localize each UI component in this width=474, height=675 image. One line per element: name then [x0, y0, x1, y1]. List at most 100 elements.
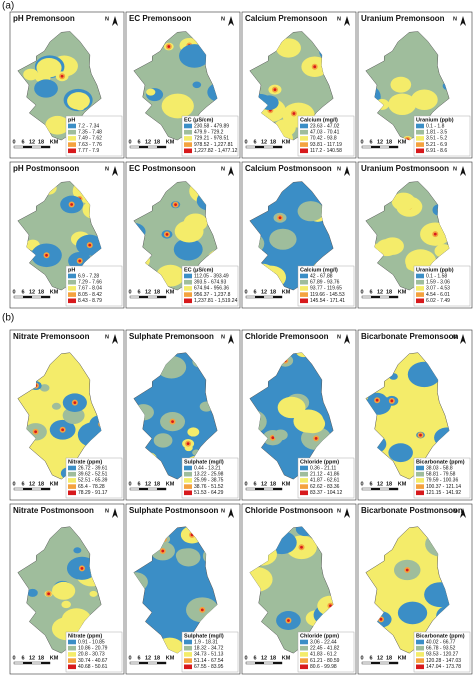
scale-bar	[389, 146, 398, 148]
legend-label: 26.72 - 39.61	[78, 465, 108, 471]
zone	[249, 567, 273, 592]
scale-label: KM	[398, 481, 407, 487]
panel-title: Calcium Premonsoon	[245, 14, 327, 23]
map-panel: Nitrate Premonsoon N Nitrate (ppm)26.72 - …	[9, 329, 125, 501]
scale-label: KM	[282, 481, 291, 487]
legend-label: 41.83 - 61.2	[310, 652, 337, 658]
hotspot	[61, 428, 65, 432]
scale-label: KM	[50, 139, 59, 145]
legend-swatch	[416, 142, 424, 147]
legend-swatch	[68, 279, 76, 285]
legend-label: 978.52 - 1,227.81	[194, 142, 233, 148]
scale-bar	[139, 296, 148, 298]
legend-swatch	[300, 273, 308, 279]
north-arrow	[460, 16, 466, 26]
legend-label: 34.73 - 51.13	[194, 652, 224, 658]
legend-label: 39.62 - 52.51	[78, 472, 108, 478]
scale-label: 6	[253, 655, 256, 661]
legend-swatch	[416, 664, 424, 670]
map-panel: Calcium Premonsoon N Calcium (mg/l)23.63 -…	[241, 11, 357, 159]
legend-swatch	[184, 658, 192, 663]
zone	[89, 590, 98, 597]
north-label: N	[453, 16, 457, 22]
panel-title: Nitrate Premonsoon	[13, 332, 90, 341]
scale-label: 0	[12, 481, 15, 487]
legend-label: 78.29 - 91.17	[78, 490, 108, 496]
scale-label: KM	[398, 655, 407, 661]
legend-label: 93.53 - 120.27	[426, 652, 458, 658]
legend-swatch	[300, 279, 308, 285]
legend-title: Nitrate (ppm)	[68, 459, 102, 465]
north-label: N	[337, 16, 341, 22]
zone	[27, 588, 38, 597]
scale-label: KM	[50, 481, 59, 487]
scale-label: 6	[253, 139, 256, 145]
legend-swatch	[68, 129, 76, 135]
scale-bar	[139, 146, 148, 148]
map-panel: EC Postmonsoon N EC (μS/cm)112.05 - 393.49…	[125, 161, 241, 309]
scale-bar	[157, 296, 166, 298]
legend-title: Uranium (ppb)	[416, 267, 454, 273]
hotspot	[292, 112, 296, 115]
scale-label: KM	[398, 139, 407, 145]
panel-title: Chloride Premonsoon	[245, 332, 329, 341]
legend-swatch	[300, 142, 308, 147]
legend-title: Bicarbonate (ppm)	[416, 633, 465, 639]
legend-swatch	[184, 129, 192, 135]
hotspot	[390, 399, 394, 403]
north-arrow	[460, 166, 466, 176]
panel-title: pH Postmonsoon	[13, 164, 79, 173]
legend-swatch	[184, 471, 192, 477]
legend-label: 25.99 - 38.75	[194, 478, 224, 484]
scale-label: KM	[398, 289, 407, 295]
legend-swatch	[416, 465, 424, 471]
legend-swatch	[68, 298, 76, 304]
north-arrow	[112, 16, 118, 26]
scale-label: 18	[38, 481, 44, 487]
legend-label: 0.44 - 13.21	[194, 465, 221, 471]
legend-title: Sulphate (mg/l)	[184, 633, 224, 639]
hotspot	[419, 433, 422, 437]
scale-bar	[157, 662, 166, 664]
legend-swatch	[68, 142, 76, 147]
scale-label: 0	[360, 139, 363, 145]
zone	[146, 88, 156, 96]
map-panel: Sulphate Premonsoon N Sulphate (mg/l)0.44 …	[125, 329, 241, 501]
scale-label: 0	[12, 289, 15, 295]
legend-swatch	[300, 664, 308, 670]
legend-label: 729.21 - 978.51	[194, 136, 229, 142]
hotspot	[34, 430, 38, 434]
hotspot	[78, 259, 82, 263]
legend-label: 3.06 - 22.44	[310, 639, 337, 645]
legend-label: 6.02 - 7.49	[426, 298, 450, 304]
legend-swatch	[68, 645, 76, 651]
legend-swatch	[416, 136, 424, 141]
legend-label: 66.78 - 93.52	[426, 646, 456, 652]
legend-label: 956.37 - 1,237.8	[194, 292, 231, 298]
zone	[39, 384, 50, 392]
legend-swatch	[416, 273, 424, 279]
scale-bar	[255, 662, 264, 664]
scale-label: KM	[166, 139, 175, 145]
legend-swatch	[416, 298, 424, 304]
north-arrow	[112, 334, 118, 344]
legend-swatch	[184, 490, 192, 496]
legend-label: 7.77 - 7.9	[78, 148, 99, 154]
zone	[192, 81, 202, 89]
legend-label: 51.14 - 67.54	[194, 658, 224, 664]
north-arrow	[112, 166, 118, 176]
scale-label: 18	[38, 289, 44, 295]
zone	[179, 44, 210, 68]
scale-label: 12	[261, 655, 267, 661]
scale-label: 12	[377, 289, 383, 295]
legend-swatch	[416, 292, 424, 297]
panel-title: Bicarbonate Postmonsoon	[361, 506, 463, 515]
legend-swatch	[68, 652, 76, 657]
legend-label: 8.05 - 8.42	[78, 292, 102, 298]
legend-swatch	[300, 490, 308, 496]
legend-label: 393.5 - 674.93	[194, 280, 226, 286]
legend-title: pH	[68, 117, 75, 123]
legend-label: 41.87 - 62.61	[310, 478, 340, 484]
legend-swatch	[68, 490, 76, 496]
